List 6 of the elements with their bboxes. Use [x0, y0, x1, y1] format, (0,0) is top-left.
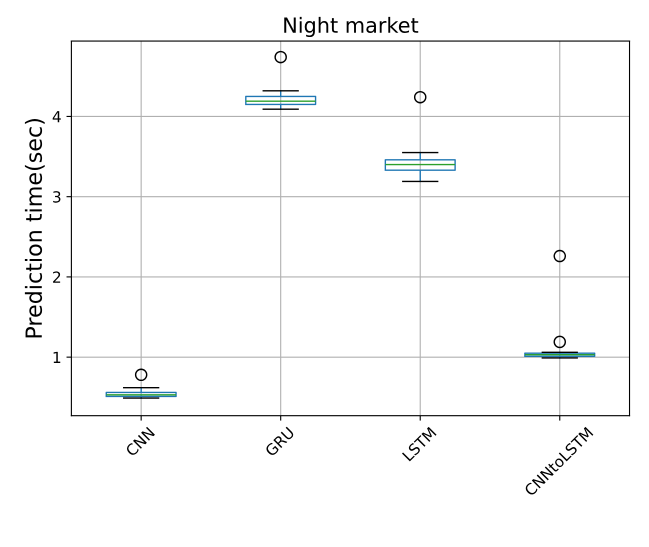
chart-title: Night market — [284, 16, 418, 38]
y-tick-label: 1 — [54, 352, 60, 363]
y-tick-label: 3 — [53, 191, 60, 203]
y-tick-label: 2 — [53, 271, 60, 283]
y-axis-title: Prediction time(sec) — [24, 119, 45, 338]
y-tick-label: 4 — [52, 111, 61, 122]
